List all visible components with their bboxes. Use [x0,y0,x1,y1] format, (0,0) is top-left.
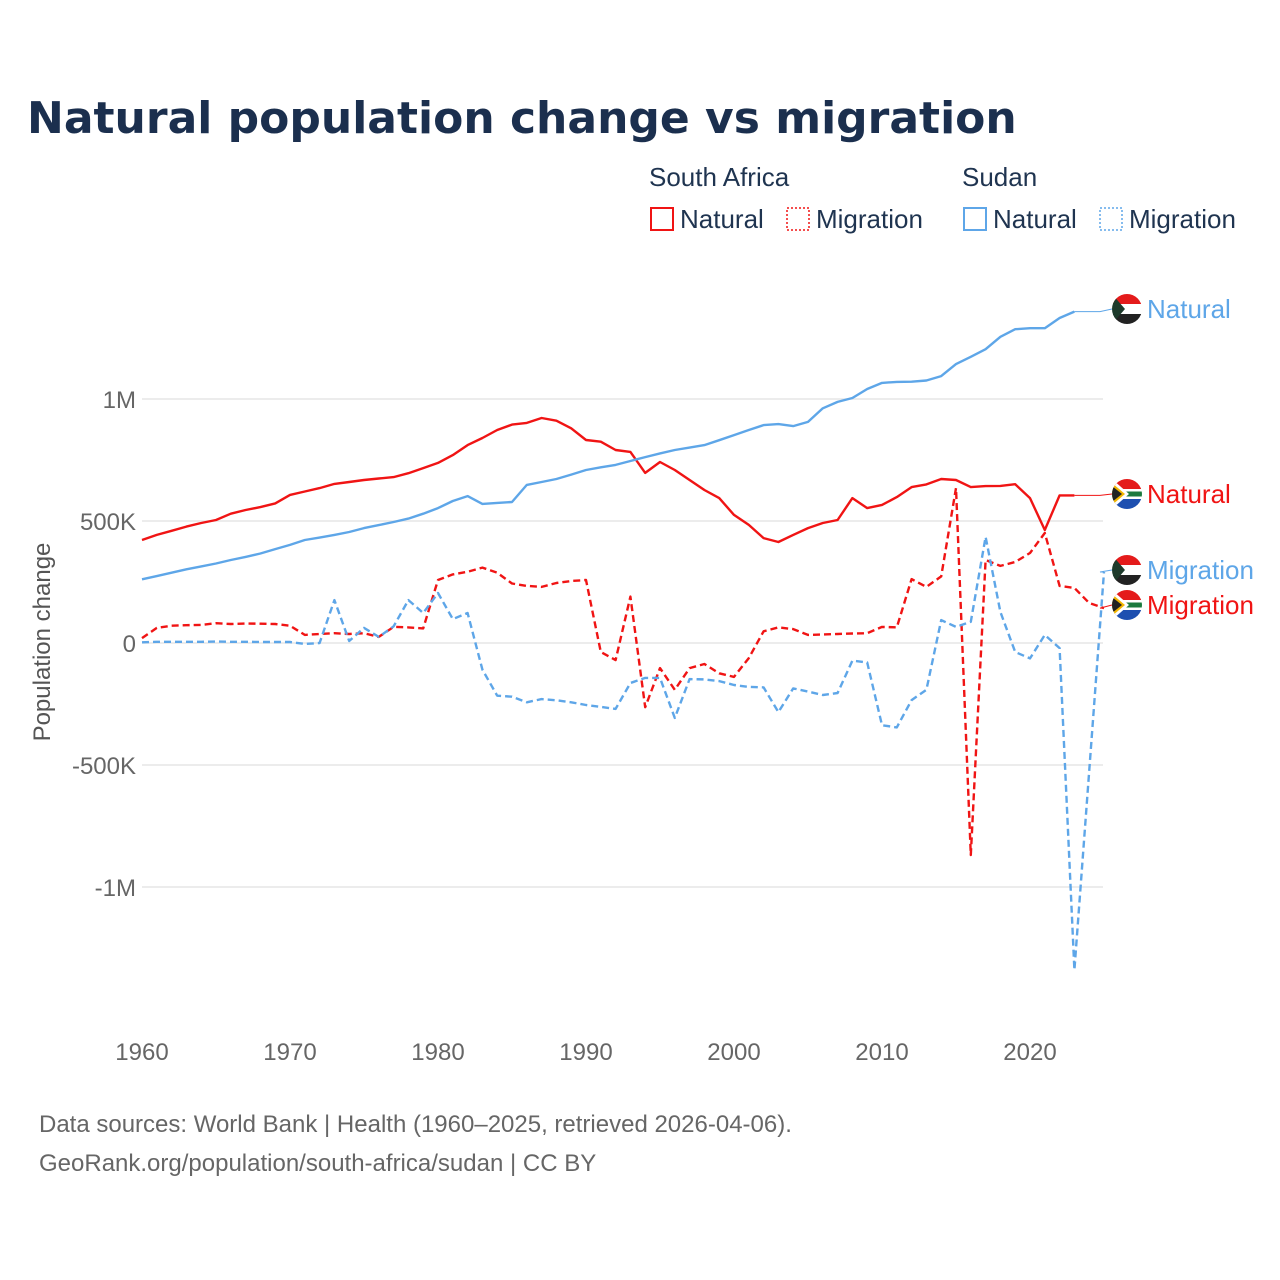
legend: South Africa Sudan Natural Migration Nat… [649,162,1236,234]
x-tick-label: 2010 [855,1039,908,1066]
legend-label-sa-migration[interactable]: Migration [816,204,923,234]
label-connector [1074,308,1113,313]
legend-swatch-sa-migration [786,207,810,231]
legend-swatch-sudan-migration [1099,207,1123,231]
chart-title: Natural population change vs migration [27,93,1017,144]
legend-label-sudan-migration[interactable]: Migration [1129,204,1236,234]
x-tick-label: 2000 [707,1039,760,1066]
label-connector [1099,604,1113,609]
legend-label-sa-natural[interactable]: Natural [680,204,764,234]
sudan-flag-icon [1112,294,1142,324]
series-line-south-africa-migration[interactable] [141,486,1105,857]
series-line-sudan-migration[interactable] [141,535,1106,972]
x-tick-label: 2020 [1003,1039,1056,1066]
legend-swatch-sudan-natural [963,207,987,231]
y-tick-label: -1M [95,875,136,902]
footer-sources: Data sources: World Bank | Health (1960–… [39,1111,792,1138]
legend-group-sudan: Sudan [962,162,1037,192]
sudan-flag-icon [1112,555,1142,585]
y-tick-label: 1M [103,387,136,414]
footer-url[interactable]: GeoRank.org/population/south-africa/suda… [39,1150,596,1177]
x-tick-label: 1980 [411,1039,464,1066]
y-tick-label: -500K [72,753,136,780]
legend-label-sudan-natural[interactable]: Natural [993,204,1077,234]
series-line-south-africa-natural[interactable] [141,416,1075,544]
y-tick-label: 0 [123,631,136,658]
legend-group-south-africa: South Africa [649,162,790,192]
label-connector [1074,493,1113,496]
end-label-sudan-natural: Natural [1147,294,1231,324]
series-line-sudan-natural[interactable] [141,310,1075,581]
legend-swatch-sa-natural [650,207,674,231]
y-tick-label: 500K [80,509,136,536]
x-tick-label: 1960 [115,1039,168,1066]
south-africa-flag-icon [1112,590,1142,620]
end-label-south-africa-migration: Migration [1147,590,1254,620]
y-axis-label: Population change [29,543,56,742]
label-connector [1099,569,1113,573]
south-africa-flag-icon [1112,479,1142,509]
end-label-south-africa-natural: Natural [1147,479,1231,509]
end-label-sudan-migration: Migration [1147,555,1254,585]
x-tick-label: 1990 [559,1039,612,1066]
x-tick-label: 1970 [263,1039,316,1066]
